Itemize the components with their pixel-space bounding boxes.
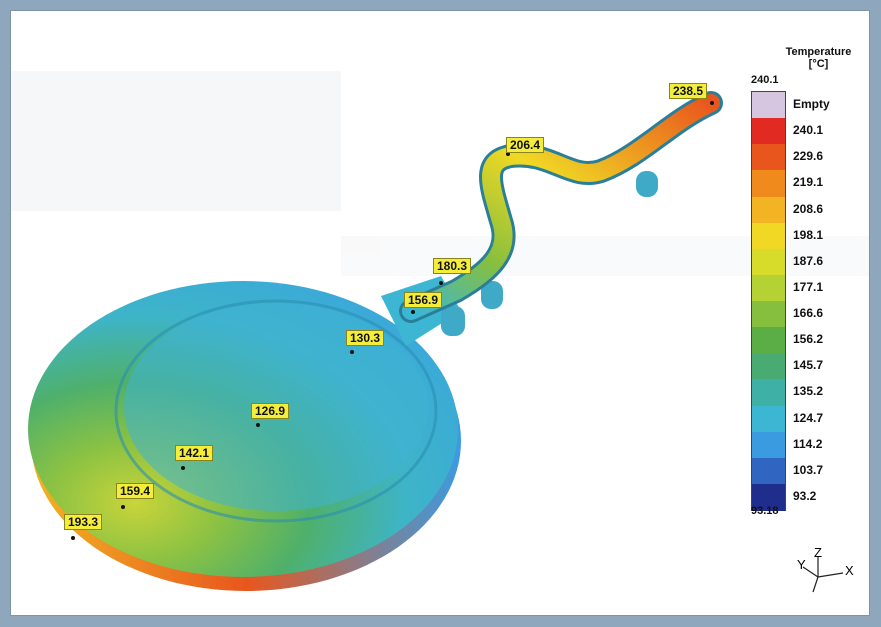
legend-swatch bbox=[752, 222, 785, 250]
disc-part bbox=[28, 281, 461, 591]
legend-level-label: 198.1 bbox=[793, 227, 824, 242]
legend-swatch bbox=[752, 457, 785, 485]
legend-swatch bbox=[752, 301, 785, 328]
legend-label-empty: Empty bbox=[793, 97, 830, 112]
probe-label-142-1: 142.1 bbox=[175, 445, 214, 461]
probe-label-156-9: 156.9 bbox=[404, 292, 443, 308]
legend-min-value: 93.18 bbox=[751, 505, 779, 517]
legend-level-label: 219.1 bbox=[793, 175, 824, 190]
probe-label-206-4: 206.4 bbox=[506, 137, 545, 153]
probe-label-159-4: 159.4 bbox=[116, 483, 155, 499]
legend-max-value: 240.1 bbox=[751, 74, 779, 86]
axis-triad: Y Z X bbox=[797, 547, 854, 593]
legend-level-label: 240.1 bbox=[793, 123, 824, 138]
background-watermark bbox=[11, 71, 869, 276]
legend-swatch bbox=[752, 431, 785, 459]
legend-level-label: 156.2 bbox=[793, 332, 824, 347]
legend-swatch bbox=[752, 118, 785, 145]
legend-level-label: 177.1 bbox=[793, 279, 824, 294]
legend-level-label: 145.7 bbox=[793, 358, 824, 373]
legend-level-label: 124.7 bbox=[793, 410, 824, 425]
legend-title-line1: Temperature bbox=[785, 46, 852, 58]
legend-level-label: 93.2 bbox=[793, 488, 817, 503]
legend-swatch-empty bbox=[752, 92, 785, 119]
legend-swatch bbox=[752, 483, 785, 511]
legend-title: Temperature [°C] bbox=[771, 46, 866, 70]
axis-z-label: Z bbox=[814, 547, 822, 560]
legend-swatch bbox=[752, 144, 785, 171]
legend-swatch bbox=[752, 353, 785, 380]
axis-y-label: Y bbox=[797, 557, 806, 572]
legend-swatch bbox=[752, 405, 785, 433]
legend-swatch bbox=[752, 379, 785, 406]
legend-level-label: 166.6 bbox=[793, 306, 824, 321]
legend-level-label: 229.6 bbox=[793, 149, 824, 164]
legend-swatch bbox=[752, 170, 785, 197]
legend-level-label: 103.7 bbox=[793, 462, 824, 477]
probe-label-180-3: 180.3 bbox=[433, 258, 472, 274]
legend-title-unit: [°C] bbox=[808, 58, 829, 70]
legend-level-label: 135.2 bbox=[793, 384, 824, 399]
legend-swatch bbox=[752, 196, 785, 224]
axis-x-label: X bbox=[845, 563, 854, 578]
probe-label-126-9: 126.9 bbox=[251, 403, 290, 419]
probe-label-238-5: 238.5 bbox=[669, 83, 708, 99]
viewport-frame: 238.5 206.4 180.3 156.9 130.3 126.9 142.… bbox=[10, 10, 870, 616]
legend-colorbar bbox=[751, 91, 786, 511]
probe-dots bbox=[71, 101, 714, 540]
legend-swatch bbox=[752, 327, 785, 354]
mold-model-view[interactable] bbox=[11, 11, 869, 615]
legend-level-label: 187.6 bbox=[793, 253, 824, 268]
legend-swatch bbox=[752, 274, 785, 302]
legend-level-label: 208.6 bbox=[793, 201, 824, 216]
probe-label-193-3: 193.3 bbox=[64, 514, 103, 530]
legend-level-label: 114.2 bbox=[793, 436, 823, 451]
probe-label-130-3: 130.3 bbox=[346, 330, 385, 346]
legend-swatch bbox=[752, 248, 785, 276]
